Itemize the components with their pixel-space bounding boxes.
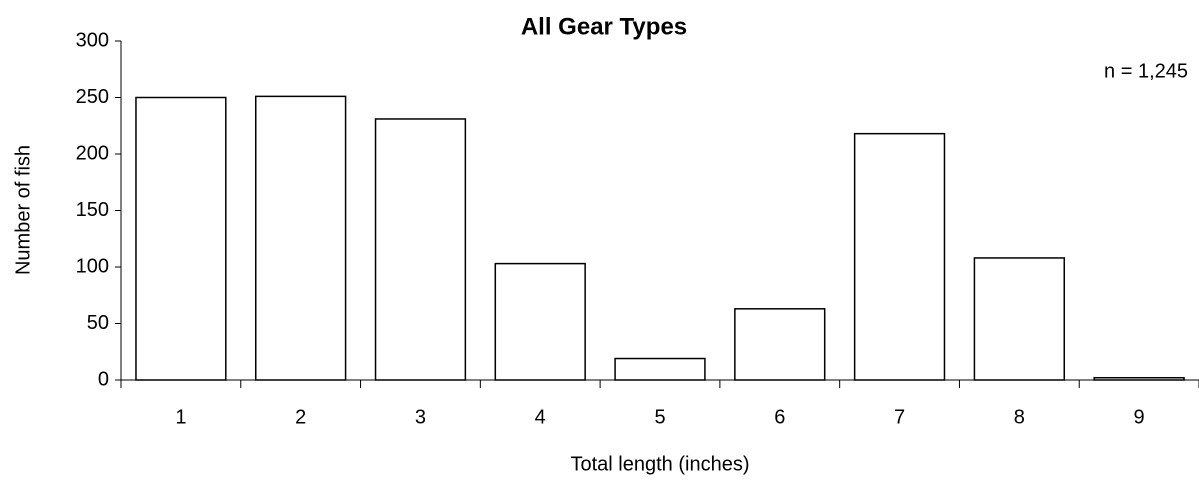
y-tick-label: 300 (76, 29, 109, 51)
y-axis-label: Number of fish (12, 145, 34, 275)
chart-title: All Gear Types (521, 13, 687, 40)
x-tick-label: 7 (894, 406, 905, 428)
x-tick-label: 9 (1134, 406, 1145, 428)
bar (255, 95, 347, 381)
bar (614, 357, 706, 381)
y-tick-label: 50 (87, 312, 109, 334)
bar (494, 262, 586, 381)
y-tick-label: 200 (76, 142, 109, 164)
y-tick-label: 150 (76, 199, 109, 221)
x-tick-label: 2 (295, 406, 306, 428)
bar (374, 118, 467, 381)
bar (135, 96, 227, 381)
bar (734, 308, 826, 381)
x-tick-label: 8 (1014, 406, 1025, 428)
x-tick-label: 3 (415, 406, 426, 428)
x-tick-label: 1 (175, 406, 186, 428)
bar (1093, 376, 1185, 381)
x-tick-label: 6 (774, 406, 785, 428)
bar (973, 257, 1066, 381)
x-tick-label: 5 (654, 406, 665, 428)
y-tick-label: 100 (76, 255, 109, 277)
x-tick-label: 4 (535, 406, 546, 428)
x-axis-label: Total length (inches) (571, 453, 750, 475)
y-tick-label: 0 (98, 368, 109, 390)
bar (853, 132, 946, 381)
annotation: n = 1,245 (1104, 60, 1188, 82)
y-tick-label: 250 (76, 86, 109, 108)
